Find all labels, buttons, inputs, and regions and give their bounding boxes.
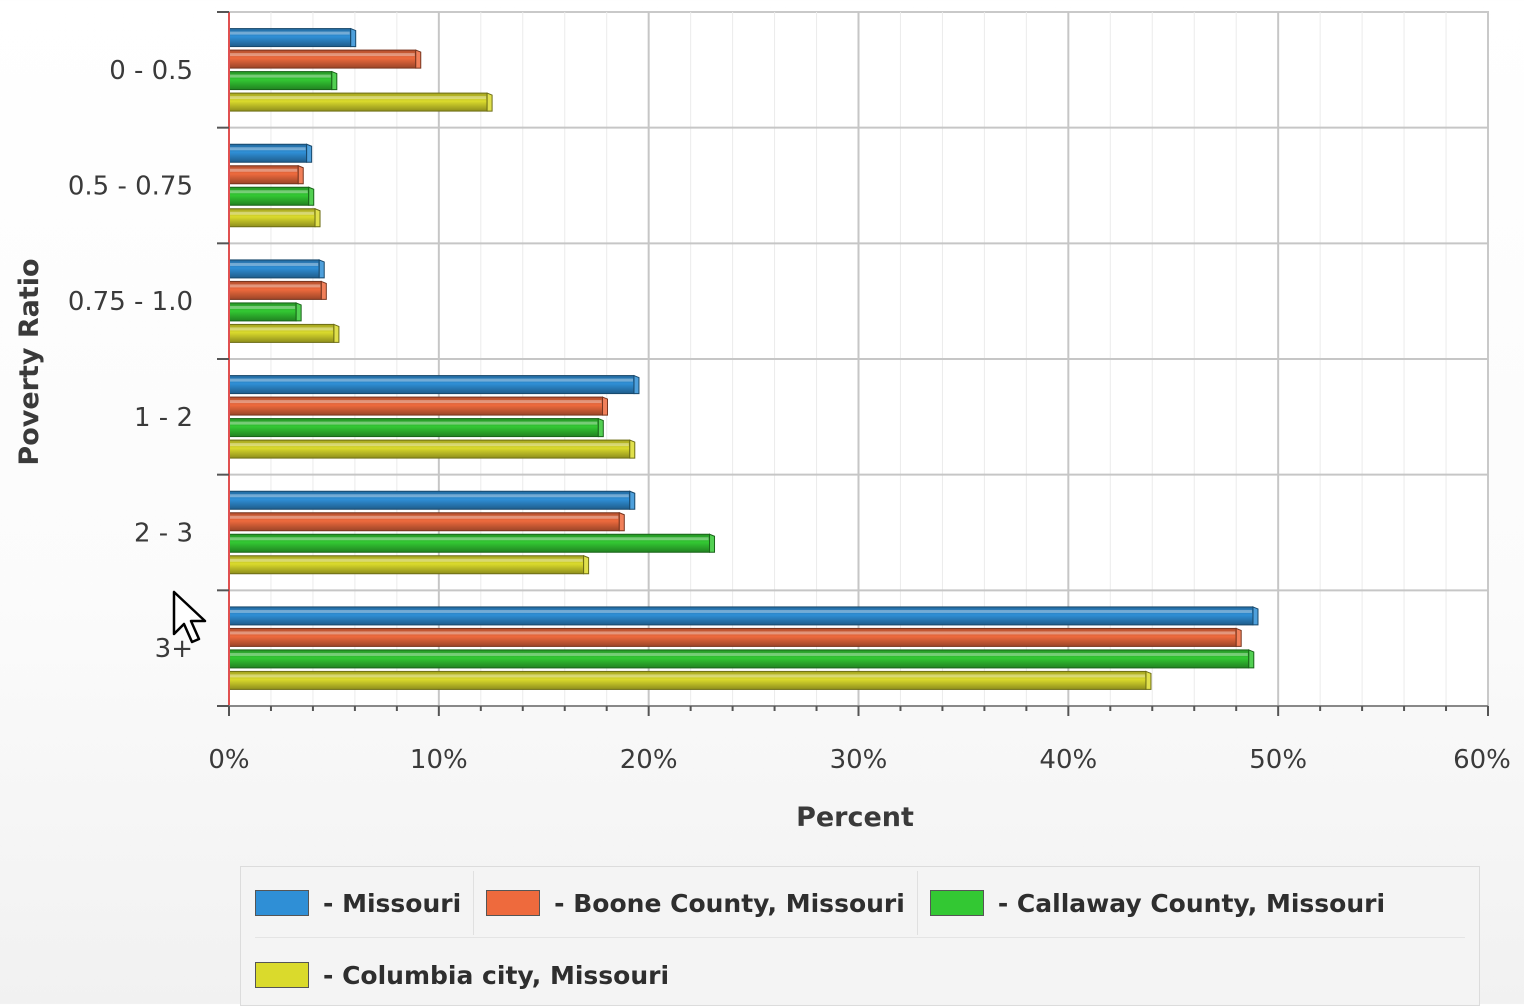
x-tick-label: 60% [1453,745,1511,775]
legend-label: - Boone County, Missouri [554,888,905,918]
bar[interactable]: 2 - 3 - Boone County, Missouri: 18.6% [228,512,625,532]
y-tick-label: 3+ [155,634,193,664]
bar[interactable]: 1 - 2 - Missouri: 19.3% [228,374,640,395]
mouse-cursor-icon [172,590,210,652]
bar[interactable]: 0 - 0.5 - Columbia city, Missouri: 12.3% [228,92,493,112]
legend-item[interactable]: - Missouri [243,871,473,935]
bar[interactable]: 0.75 - 1.0 - Columbia city, Missouri: 5% [228,323,340,343]
y-tick-label: 0.5 - 0.75 [68,172,193,202]
legend-swatch [255,962,309,988]
x-tick-label: 20% [620,745,678,775]
legend-divider [255,937,1465,938]
legend-swatch [255,890,309,916]
legend-swatch [486,890,541,916]
legend: - Missouri - Boone County, Missouri - Call… [240,866,1480,1006]
bar[interactable]: 0.5 - 0.75 - Columbia city, Missouri: 4.… [228,208,321,228]
bar[interactable]: 0 - 0.5 - Missouri: 5.8% [228,27,357,48]
bar[interactable]: 1 - 2 - Columbia city, Missouri: 19.1% [228,439,636,459]
bar[interactable]: 2 - 3 - Callaway County, Missouri: 22.9% [228,533,716,553]
legend-swatch [929,890,984,916]
bar[interactable]: 0 - 0.5 - Callaway County, Missouri: 4.9… [228,70,338,91]
y-tick-label: 1 - 2 [134,403,193,433]
bar[interactable]: 0.5 - 0.75 - Boone County, Missouri: 3.3… [228,165,304,185]
bar[interactable]: 0 - 0.5 - Boone County, Missouri: 8.9% [228,49,422,69]
x-axis-title: Percent [796,802,914,833]
legend-label: - Callaway County, Missouri [997,888,1386,918]
y-tick-label: 2 - 3 [134,519,193,549]
x-tick-label: 50% [1249,745,1307,775]
bar[interactable]: 3+ - Columbia city, Missouri: 43.7% [228,670,1152,690]
y-axis-title: Poverty Ratio [14,258,45,465]
bar[interactable]: 2 - 3 - Missouri: 19.1% [228,490,636,510]
bar[interactable]: 2 - 3 - Columbia city, Missouri: 16.9% [228,555,590,575]
bar[interactable]: 1 - 2 - Callaway County, Missouri: 17.6% [228,417,604,438]
bar[interactable]: 0.5 - 0.75 - Missouri: 3.7% [228,143,313,163]
bar[interactable]: 1 - 2 - Boone County, Missouri: 17.8% [228,396,609,416]
x-tick-label: 30% [830,745,888,775]
chart: 0 - 0.5 - Missouri: 5.8%0 - 0.5 - Boone … [14,11,1511,833]
legend-item[interactable]: - Callaway County, Missouri [916,871,1397,935]
legend-item[interactable]: - Columbia city, Missouri [243,943,681,1007]
legend-label: - Columbia city, Missouri [323,960,670,990]
bar[interactable]: 3+ - Callaway County, Missouri: 48.6% [228,649,1255,669]
legend-item[interactable]: - Boone County, Missouri [473,871,917,935]
x-tick-label: 0% [208,745,249,775]
bar[interactable]: 0.75 - 1.0 - Boone County, Missouri: 4.4… [228,280,327,300]
bar[interactable]: 3+ - Boone County, Missouri: 48% [228,627,1242,647]
bar[interactable]: 0.75 - 1.0 - Missouri: 4.3% [228,259,325,279]
x-tick-label: 40% [1039,745,1097,775]
y-tick-label: 0 - 0.5 [109,56,193,86]
legend-label: - Missouri [323,888,462,918]
bar[interactable]: 3+ - Missouri: 48.8% [228,606,1259,626]
bar[interactable]: 0.75 - 1.0 - Callaway County, Missouri: … [228,302,302,322]
x-tick-label: 10% [410,745,468,775]
bar[interactable]: 0.5 - 0.75 - Callaway County, Missouri: … [228,186,315,206]
y-tick-label: 0.75 - 1.0 [68,287,193,317]
